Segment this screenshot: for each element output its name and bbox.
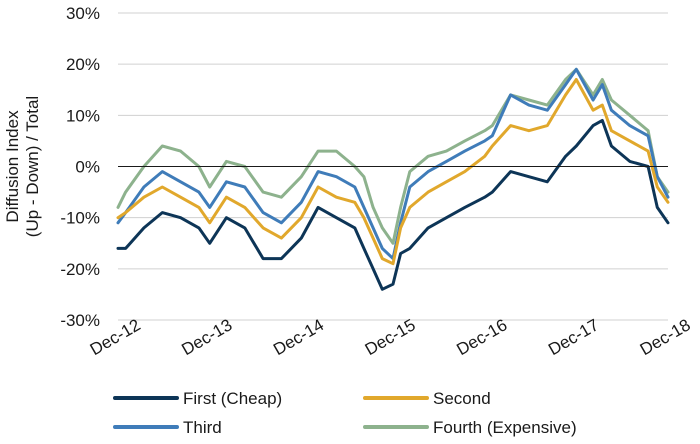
x-tick-label: Dec-18 — [637, 315, 694, 359]
y-tick-label: 20% — [66, 55, 100, 74]
y-tick-labels: -30% -20% -10% 0% 10% 20% 30% — [60, 4, 100, 330]
legend: First (Cheap) Second Third Fourth (Expensiv… — [113, 389, 577, 437]
x-tick-label: Dec-14 — [270, 315, 327, 359]
y-tick-label: -30% — [60, 311, 100, 330]
gridlines — [118, 12, 668, 321]
series-lines — [116, 67, 670, 291]
x-tick-label: Dec-13 — [178, 315, 235, 359]
y-tick-label: 0% — [75, 158, 100, 177]
legend-label-3: Third — [183, 418, 222, 437]
y-tick-label: 10% — [66, 106, 100, 125]
legend-label-2: Second — [433, 389, 491, 408]
legend-label-4: Fourth (Expensive) — [433, 418, 577, 437]
x-tick-labels: Dec-12 Dec-13 Dec-14 Dec-15 Dec-16 Dec-17 Dec-… — [87, 315, 694, 359]
series-line-1 — [116, 118, 670, 291]
y-tick-label: 30% — [66, 4, 100, 23]
y-tick-label: -20% — [60, 260, 100, 279]
x-tick-label: Dec-17 — [545, 315, 602, 359]
x-tick-label: Dec-16 — [453, 315, 510, 359]
y-axis-label-line1: Diffusion Index — [3, 110, 22, 223]
legend-label-1: First (Cheap) — [183, 389, 282, 408]
x-tick-label: Dec-15 — [362, 315, 419, 359]
series-line-4 — [116, 67, 670, 245]
y-tick-label: -10% — [60, 209, 100, 228]
y-axis-label-line2: (Up - Down) / Total — [23, 96, 42, 237]
series-line-2 — [116, 78, 670, 266]
